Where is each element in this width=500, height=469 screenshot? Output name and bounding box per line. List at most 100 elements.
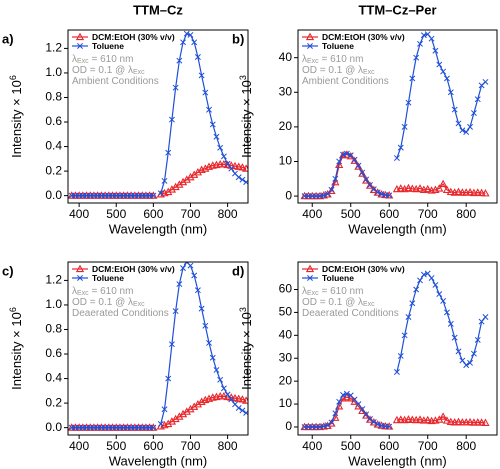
marker: [413, 54, 420, 61]
marker: [343, 390, 350, 397]
marker: [150, 424, 157, 431]
legend-marker: [307, 43, 313, 49]
marker: [396, 184, 405, 192]
y-axis-label-text: Intensity × 10: [9, 80, 24, 158]
panel-label: d): [232, 263, 244, 278]
marker: [168, 116, 175, 123]
marker: [235, 405, 242, 411]
marker: [198, 305, 205, 312]
y-axis-label-exponent: 6: [8, 307, 18, 312]
x-tick-label: 700: [180, 439, 200, 453]
plot-area: [300, 31, 490, 200]
y-axis-label: Intensity × 103: [238, 75, 254, 158]
marker: [209, 121, 216, 128]
x-tick-label: 600: [143, 439, 163, 453]
annotation-subscript: Exc: [307, 290, 319, 297]
legend-label: DCM:EtOH (30% v/v): [92, 32, 175, 42]
marker: [413, 286, 420, 293]
legend-label: Toluene: [322, 273, 354, 283]
marker: [423, 184, 432, 193]
y-tick-label: 1.2: [45, 273, 62, 287]
y-axis-label-exponent: 3: [238, 307, 248, 312]
marker: [176, 57, 183, 64]
marker: [370, 418, 377, 425]
annotation: OD = 0.1 @ λExc: [302, 65, 375, 76]
y-tick-label: 10: [279, 154, 293, 168]
marker: [374, 189, 381, 196]
plot-frame: [297, 261, 498, 436]
legend-marker: [77, 275, 83, 281]
chart-title: TTM–Cz–Per: [358, 2, 436, 17]
marker: [481, 188, 490, 197]
marker: [235, 174, 242, 181]
marker: [409, 300, 416, 307]
marker: [234, 162, 243, 170]
marker: [409, 75, 416, 82]
x-tick-label: 400: [69, 439, 89, 453]
marker: [438, 412, 448, 420]
marker: [238, 163, 247, 171]
marker: [455, 120, 462, 127]
marker: [180, 265, 187, 272]
marker: [463, 129, 470, 136]
marker: [358, 169, 367, 177]
marker: [332, 175, 339, 182]
plot-frame: [297, 29, 498, 204]
legend-marker: [305, 32, 315, 41]
marker: [359, 169, 366, 176]
y-tick-label: 0.0: [45, 188, 62, 202]
marker: [473, 418, 482, 426]
marker: [346, 394, 355, 402]
marker: [228, 396, 235, 403]
annotation-part: = 610 nm: [89, 54, 134, 65]
marker: [172, 84, 179, 91]
y-tick-label: 1.2: [45, 41, 62, 55]
x-tick-label: 500: [106, 439, 126, 453]
x-tick-label: 800: [456, 439, 476, 453]
marker: [363, 176, 370, 183]
annotation-part: Ambient Conditions: [72, 76, 159, 87]
y-tick-label: 0.6: [45, 346, 62, 360]
marker: [459, 127, 466, 134]
marker: [355, 401, 362, 408]
marker: [396, 415, 405, 423]
marker: [187, 31, 194, 38]
legend-marker: [305, 264, 315, 273]
annotation: OD = 0.1 @ λExc: [302, 297, 375, 308]
marker: [467, 359, 474, 366]
marker: [458, 418, 467, 426]
marker: [157, 421, 164, 427]
x-tick-label: 700: [418, 207, 438, 221]
annotation-part: Ambient Conditions: [302, 76, 389, 87]
x-axis-label: Wavelength (nm): [348, 221, 447, 236]
marker: [220, 385, 227, 392]
marker: [436, 291, 443, 298]
x-tick-label: 400: [302, 207, 322, 221]
marker: [459, 357, 466, 364]
marker: [367, 416, 373, 422]
x-tick-label: 700: [180, 207, 200, 221]
marker: [470, 350, 477, 357]
marker: [477, 188, 486, 197]
marker: [447, 89, 454, 96]
marker: [415, 184, 425, 192]
marker: [332, 410, 339, 417]
marker: [463, 362, 470, 369]
marker: [401, 123, 408, 130]
marker: [440, 68, 447, 75]
legend-marker: [77, 43, 83, 49]
marker: [224, 160, 231, 167]
y-tick-label: 0.0: [45, 420, 62, 434]
marker: [183, 30, 190, 37]
marker: [473, 188, 482, 196]
marker: [444, 309, 450, 316]
y-tick-label: 10: [279, 396, 293, 410]
y-tick-label: 0.4: [45, 371, 62, 385]
marker: [417, 277, 423, 284]
x-tick-label: 500: [341, 207, 361, 221]
marker: [470, 110, 477, 116]
marker: [465, 417, 475, 426]
marker: [194, 54, 201, 60]
legend-label: Toluene: [92, 41, 124, 51]
marker: [320, 423, 327, 430]
